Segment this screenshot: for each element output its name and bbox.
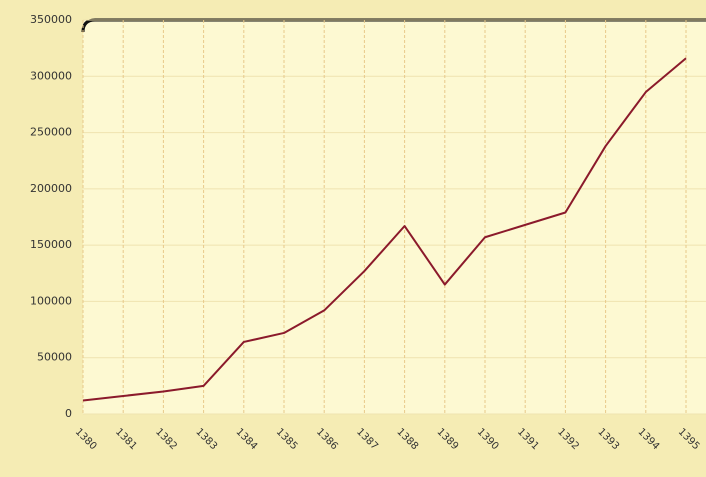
y-tick-label: 350000: [30, 13, 72, 26]
y-tick-label: 250000: [30, 126, 72, 139]
line: [82, 57, 687, 402]
y-tick-label: 200000: [30, 182, 72, 195]
y-tick-label: 0: [65, 407, 72, 420]
y-tick-label: 300000: [30, 69, 72, 82]
y-tick-label: 50000: [37, 351, 72, 364]
y-tick-label: 150000: [30, 238, 72, 251]
y-tick-label: 100000: [30, 294, 72, 307]
plot-area: [83, 20, 706, 414]
